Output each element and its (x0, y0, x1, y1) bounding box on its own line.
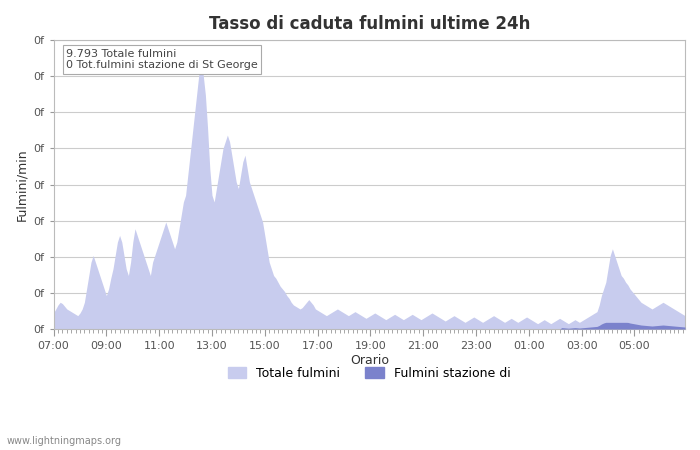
Text: 9.793 Totale fulmini
0 Tot.fulmini stazione di St George: 9.793 Totale fulmini 0 Tot.fulmini stazi… (66, 49, 258, 70)
Text: www.lightningmaps.org: www.lightningmaps.org (7, 436, 122, 446)
Y-axis label: Fulmini/min: Fulmini/min (15, 148, 28, 221)
Legend: Totale fulmini, Fulmini stazione di: Totale fulmini, Fulmini stazione di (221, 361, 517, 387)
X-axis label: Orario: Orario (350, 354, 389, 367)
Title: Tasso di caduta fulmini ultime 24h: Tasso di caduta fulmini ultime 24h (209, 15, 530, 33)
